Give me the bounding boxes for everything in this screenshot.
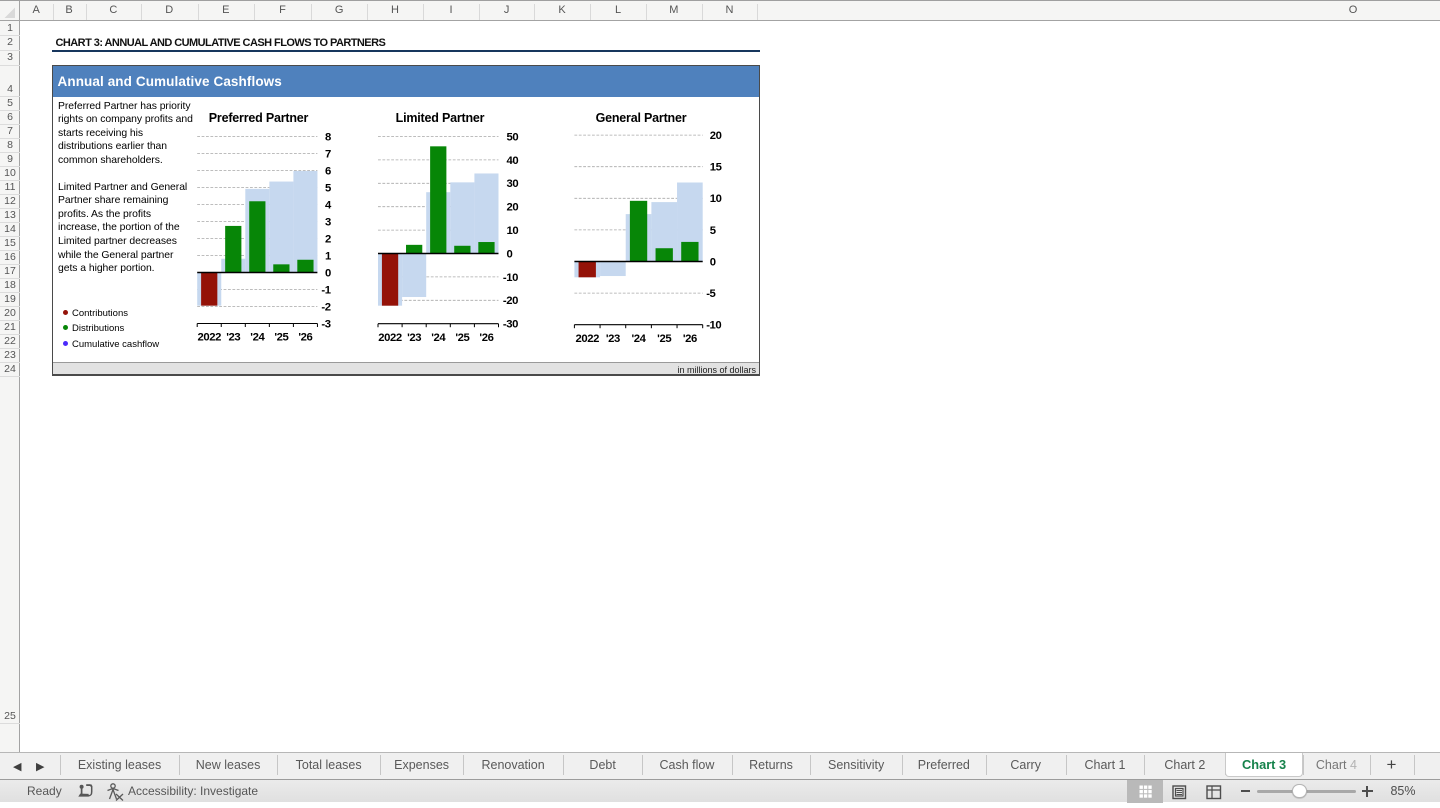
svg-text:5: 5 xyxy=(710,225,716,237)
svg-text:'26: '26 xyxy=(298,332,312,344)
svg-text:-30: -30 xyxy=(503,319,518,331)
svg-text:3: 3 xyxy=(325,216,331,228)
svg-text:40: 40 xyxy=(507,155,519,167)
svg-text:-20: -20 xyxy=(503,295,518,307)
svg-text:-10: -10 xyxy=(706,320,721,332)
svg-text:Limited Partner: Limited Partner xyxy=(396,111,485,125)
svg-text:'25: '25 xyxy=(274,332,288,344)
svg-text:-1: -1 xyxy=(321,284,330,296)
svg-text:10: 10 xyxy=(710,193,722,205)
svg-text:7: 7 xyxy=(325,148,331,160)
svg-text:5: 5 xyxy=(325,182,331,194)
svg-text:-3: -3 xyxy=(321,318,330,330)
svg-text:'23: '23 xyxy=(407,332,421,344)
svg-text:'26: '26 xyxy=(479,332,493,344)
svg-text:20: 20 xyxy=(710,130,722,142)
svg-text:-10: -10 xyxy=(503,272,518,284)
svg-text:Preferred Partner: Preferred Partner xyxy=(209,111,309,125)
svg-text:4: 4 xyxy=(325,199,332,211)
svg-text:2022: 2022 xyxy=(378,332,402,344)
svg-text:'25: '25 xyxy=(657,333,671,345)
svg-text:0: 0 xyxy=(710,256,716,268)
svg-text:'25: '25 xyxy=(455,332,469,344)
svg-text:2022: 2022 xyxy=(197,332,221,344)
svg-text:20: 20 xyxy=(507,202,519,214)
svg-text:2: 2 xyxy=(325,233,331,245)
svg-text:50: 50 xyxy=(507,131,519,143)
svg-text:6: 6 xyxy=(325,165,331,177)
svg-text:2022: 2022 xyxy=(575,333,599,345)
svg-text:1: 1 xyxy=(325,250,331,262)
svg-text:8: 8 xyxy=(325,131,331,143)
svg-text:0: 0 xyxy=(507,248,513,260)
svg-text:-5: -5 xyxy=(706,288,715,300)
svg-text:'24: '24 xyxy=(250,332,265,344)
svg-text:10: 10 xyxy=(507,225,519,237)
svg-text:30: 30 xyxy=(507,178,519,190)
svg-text:'23: '23 xyxy=(226,332,240,344)
svg-text:General Partner: General Partner xyxy=(596,111,687,125)
svg-text:'24: '24 xyxy=(431,332,446,344)
svg-text:'23: '23 xyxy=(606,333,620,345)
svg-text:'24: '24 xyxy=(632,333,647,345)
svg-text:-2: -2 xyxy=(321,301,330,313)
svg-text:'26: '26 xyxy=(683,333,697,345)
svg-text:0: 0 xyxy=(325,267,331,279)
svg-text:15: 15 xyxy=(710,162,722,174)
